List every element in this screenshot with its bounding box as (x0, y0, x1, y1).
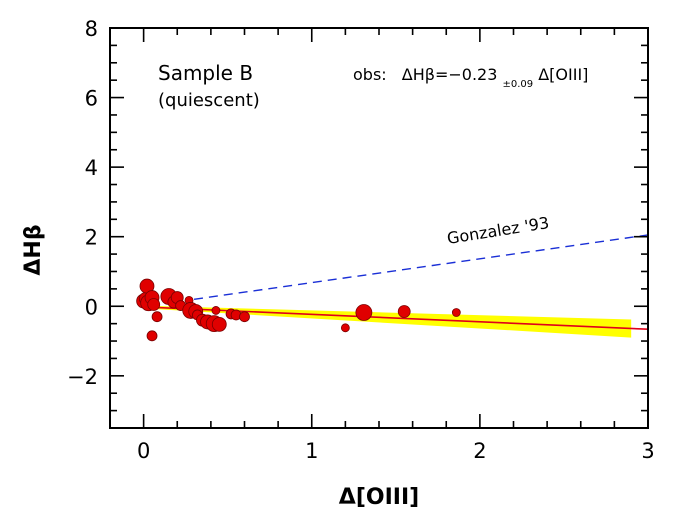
axis-ticks: 0 1 2 3 −2 0 2 4 6 8 (67, 17, 655, 463)
fit-uncertainty-band (143, 305, 632, 338)
data-point (239, 311, 250, 323)
y-tick-label: 6 (85, 87, 98, 111)
x-tick-label: 0 (137, 439, 150, 463)
sample-subtitle: (quiescent) (158, 90, 260, 111)
obs-prefix: obs: (353, 65, 387, 84)
gonzalez-label: Gonzalez '93 (446, 213, 551, 248)
data-point (151, 311, 163, 323)
data-point (211, 306, 221, 315)
fit-band-layer (143, 305, 632, 338)
x-tick-label: 1 (305, 439, 318, 463)
data-points (136, 278, 461, 342)
y-tick-label: −2 (67, 365, 98, 389)
data-point (397, 305, 411, 318)
data-point (451, 308, 461, 317)
y-tick-label: 0 (85, 295, 98, 319)
data-point (340, 323, 350, 333)
data-point (146, 330, 158, 342)
obs-lhs: ΔHβ=−0.23 (402, 65, 498, 84)
data-point (355, 304, 373, 321)
plot-frame (109, 27, 649, 429)
sample-title: Sample B (158, 61, 253, 85)
obs-rhs: Δ[OIII] (538, 65, 588, 84)
obs-relation: obs: ΔHβ=−0.23 ±0.09 Δ[OIII] (353, 65, 588, 91)
data-point (211, 316, 227, 332)
gonzalez-dashed-line (193, 234, 649, 300)
x-tick-label: 3 (641, 439, 654, 463)
y-tick-label: 4 (85, 156, 98, 180)
y-tick-label: 8 (85, 17, 98, 41)
data-point (147, 298, 161, 311)
x-tick-label: 2 (473, 439, 486, 463)
y-axis-title: ΔHβ (21, 224, 46, 275)
y-tick-label: 2 (85, 226, 98, 250)
obs-error: ±0.09 (502, 79, 533, 90)
x-axis-title: Δ[OIII] (339, 485, 419, 510)
